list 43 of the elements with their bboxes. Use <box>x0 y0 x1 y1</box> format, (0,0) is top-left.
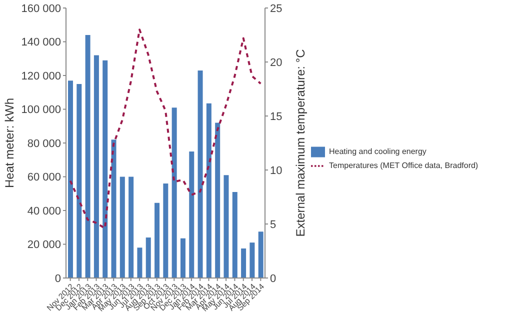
y2-tick-label: 20 <box>270 56 282 69</box>
y-tick-label: 80 000 <box>27 138 61 150</box>
bar <box>232 192 238 278</box>
bar <box>198 70 203 278</box>
y-tick-label: 60 000 <box>27 172 61 184</box>
y2-tick-label: 5 <box>270 218 276 231</box>
y-tick-label: 40 000 <box>27 205 61 218</box>
bar <box>111 140 116 278</box>
bar <box>68 80 73 278</box>
legend-label: Temperatures (MET Office data, Bradford) <box>329 161 478 170</box>
y-tick-label: 100 000 <box>21 104 61 116</box>
bar <box>215 122 220 278</box>
bar <box>85 35 90 278</box>
y2-tick-label: 10 <box>270 164 282 177</box>
bar <box>258 232 264 278</box>
bar <box>224 175 229 278</box>
bar <box>241 248 246 278</box>
bar <box>163 184 168 278</box>
y2-axis-title: External maximum temperature: °C <box>293 48 308 237</box>
y-tick-label: 120 000 <box>21 70 61 82</box>
bar <box>128 176 134 278</box>
y-axis-title: Heat meter: kWh <box>2 98 16 188</box>
bar <box>120 176 125 278</box>
bar <box>250 242 255 278</box>
bar <box>180 238 186 278</box>
y-tick-label: 0 <box>54 272 61 285</box>
y-tick-label: 160 000 <box>21 2 61 15</box>
bar <box>189 151 194 278</box>
y-tick-label: 20 000 <box>27 239 61 252</box>
legend-label: Heating and cooling energy <box>329 147 426 156</box>
y2-tick-label: 15 <box>270 110 282 123</box>
bar <box>76 84 82 278</box>
bar <box>154 202 160 278</box>
bar <box>206 103 212 278</box>
line-series <box>69 28 262 230</box>
y-tick-label: 140 000 <box>21 36 61 49</box>
bar <box>172 108 177 278</box>
y2-tick-label: 25 <box>270 2 282 15</box>
bar <box>137 248 142 278</box>
y2-tick-label: 0 <box>270 272 276 285</box>
bar <box>94 55 99 278</box>
bar <box>102 60 108 278</box>
bar <box>146 238 151 278</box>
